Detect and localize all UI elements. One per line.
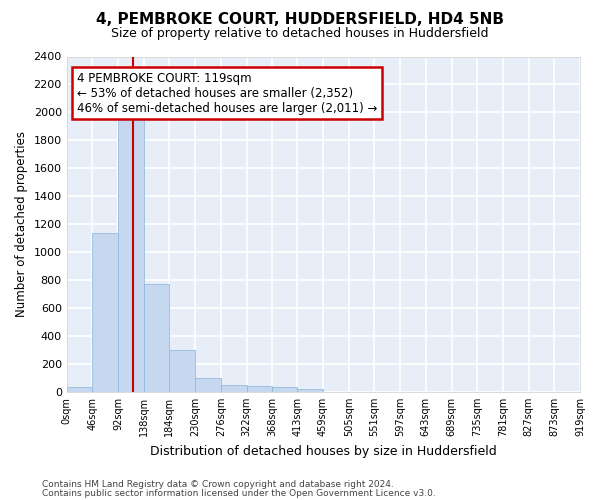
Text: 4 PEMBROKE COURT: 119sqm
← 53% of detached houses are smaller (2,352)
46% of sem: 4 PEMBROKE COURT: 119sqm ← 53% of detach… <box>77 72 377 114</box>
X-axis label: Distribution of detached houses by size in Huddersfield: Distribution of detached houses by size … <box>150 444 497 458</box>
Text: Contains HM Land Registry data © Crown copyright and database right 2024.: Contains HM Land Registry data © Crown c… <box>42 480 394 489</box>
Bar <box>67 387 92 392</box>
Text: 4, PEMBROKE COURT, HUDDERSFIELD, HD4 5NB: 4, PEMBROKE COURT, HUDDERSFIELD, HD4 5NB <box>96 12 504 28</box>
Text: Contains public sector information licensed under the Open Government Licence v3: Contains public sector information licen… <box>42 488 436 498</box>
Text: Size of property relative to detached houses in Huddersfield: Size of property relative to detached ho… <box>111 28 489 40</box>
Bar <box>195 378 221 392</box>
Bar <box>221 385 247 392</box>
Bar <box>92 232 118 392</box>
Bar <box>272 387 298 392</box>
Bar <box>118 118 144 392</box>
Y-axis label: Number of detached properties: Number of detached properties <box>15 131 28 317</box>
Bar <box>144 284 169 392</box>
Bar <box>169 350 195 392</box>
Bar <box>298 389 323 392</box>
Bar <box>247 386 272 392</box>
